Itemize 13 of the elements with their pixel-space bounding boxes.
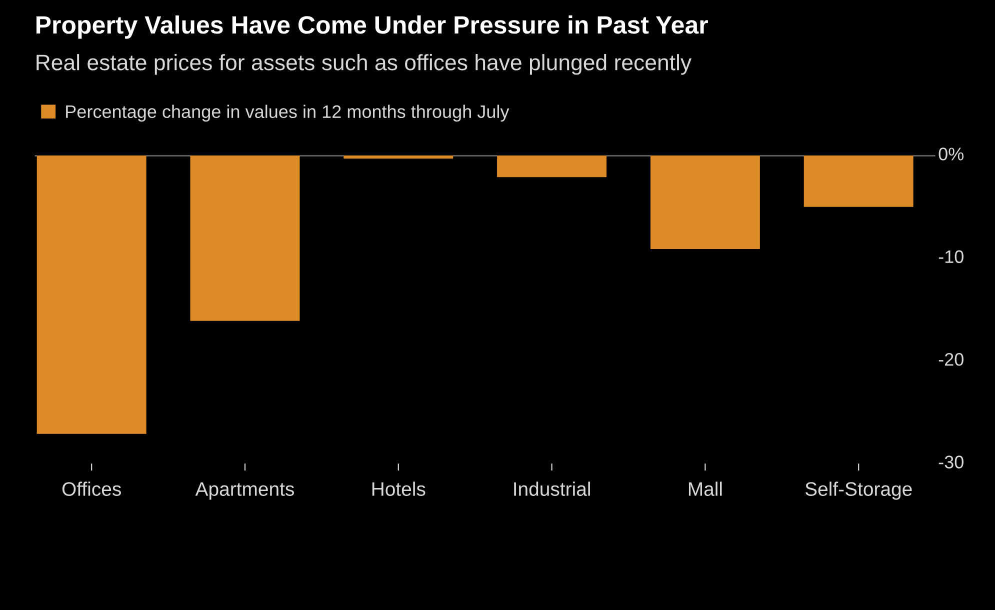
legend-label: Percentage change in values in 12 months through July <box>66 104 510 122</box>
y-tick-label: -20 <box>938 352 964 366</box>
x-tick-label: Self-Storage <box>805 482 912 500</box>
x-tick-label: Hotels <box>372 482 426 496</box>
x-tick-label: Industrial <box>514 482 590 496</box>
x-tick-label: Mall <box>688 482 722 496</box>
chart-subtitle: Real estate prices for assets such as offices have plunged recently <box>36 54 692 75</box>
y-tick-label: -10 <box>938 250 964 264</box>
chart-title: Property Values Have Come Under Pressure in Past Year <box>36 15 708 39</box>
y-tick-label: -30 <box>938 456 964 468</box>
x-tick-label: Apartments <box>195 482 294 500</box>
y-tick-label: 0% <box>938 148 964 160</box>
x-tick-label: Offices <box>62 482 121 496</box>
